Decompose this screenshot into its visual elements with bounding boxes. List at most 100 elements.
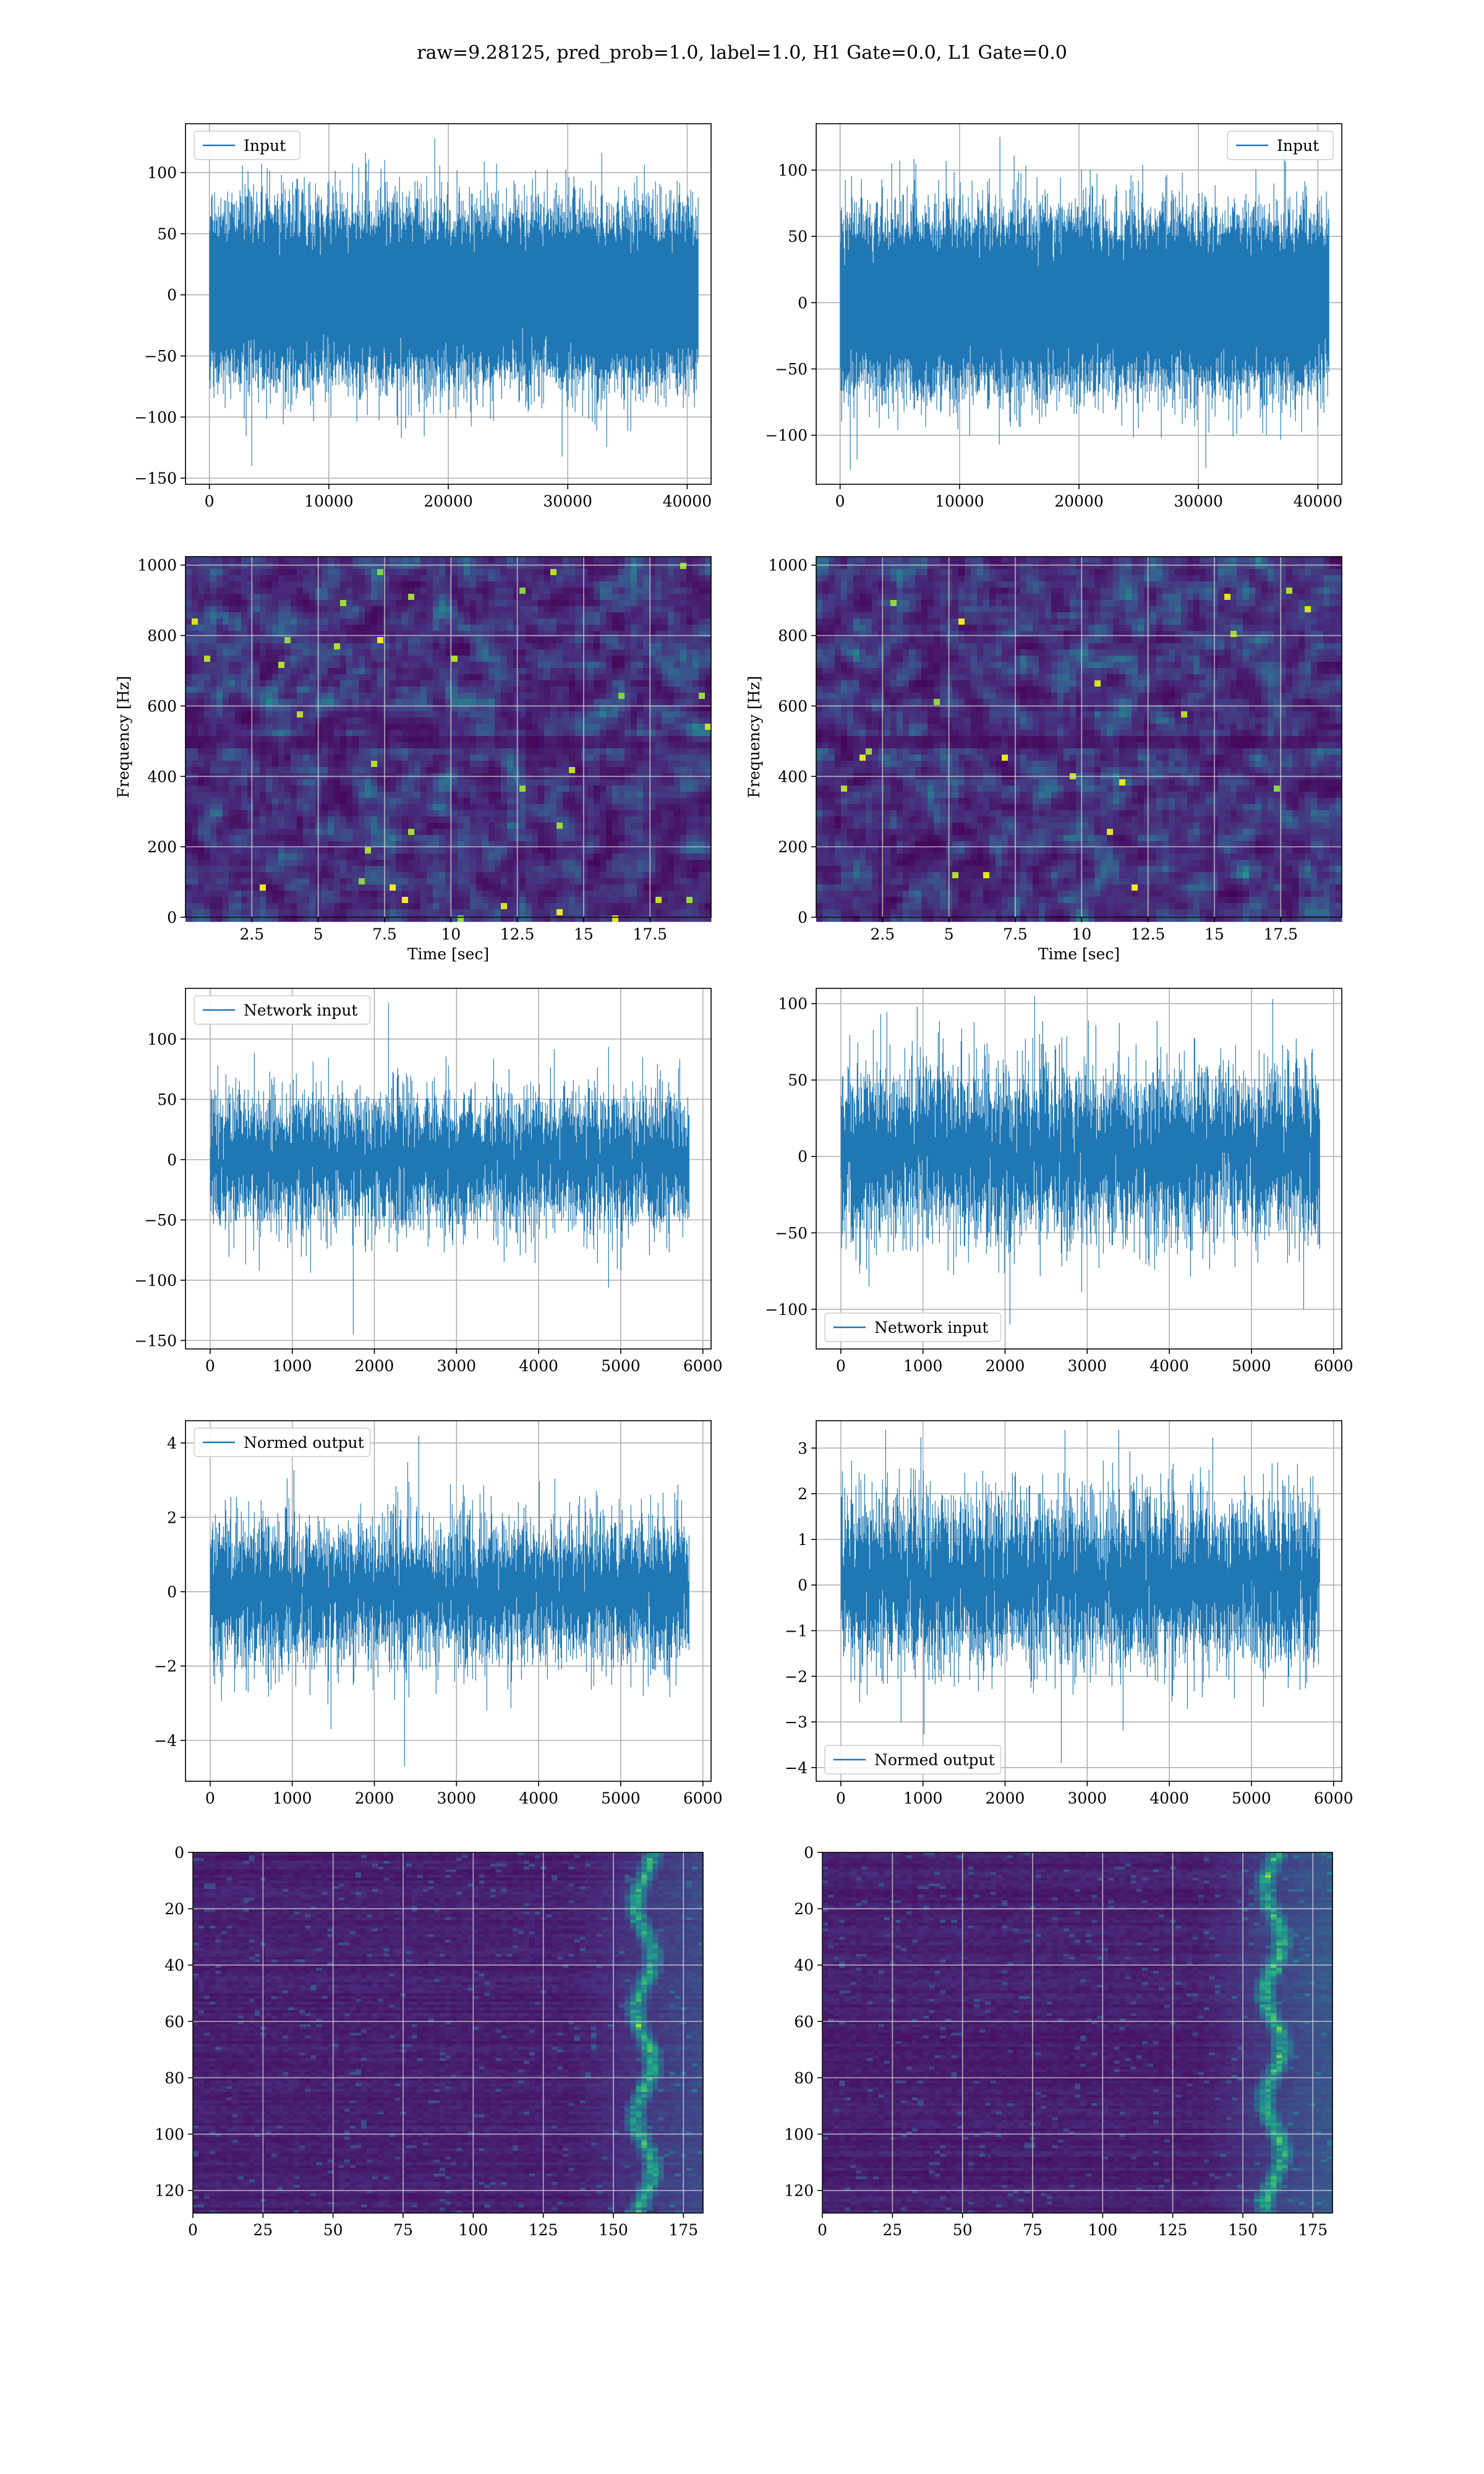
spectrogram-cell xyxy=(649,767,656,774)
spectrogram-cell xyxy=(563,761,569,768)
spectrogram-cell xyxy=(526,847,532,854)
spectrogram-cell xyxy=(631,730,638,737)
spectrogram-cell xyxy=(198,724,205,730)
spectrogram-cell xyxy=(408,798,415,805)
spectrogram-cell xyxy=(569,798,576,805)
spectrogram-cell xyxy=(482,872,489,879)
spectrogram-cell xyxy=(334,724,341,730)
spectrogram-cell xyxy=(600,785,607,792)
spectrogram-cell xyxy=(476,687,483,693)
spectrogram-cell xyxy=(612,656,619,662)
spectrogram-cell xyxy=(291,563,297,570)
spectrogram-cell xyxy=(488,785,495,792)
spectrogram-cell xyxy=(291,575,297,582)
spectrogram-cell xyxy=(637,600,644,607)
spectrogram-cell xyxy=(278,612,285,619)
spectrogram-cell xyxy=(556,779,563,786)
spectrogram-cell xyxy=(223,761,229,768)
spectrogram-cell xyxy=(482,755,489,761)
spectrogram-cell xyxy=(396,903,403,910)
spectrogram-cell xyxy=(427,618,433,625)
spectrogram-cell xyxy=(247,563,254,570)
spectrogram-cell xyxy=(662,860,668,867)
spectrogram-cell xyxy=(408,866,415,873)
spectrogram-cell xyxy=(241,860,248,867)
spectrogram-cell xyxy=(359,730,365,737)
spectrogram-cell xyxy=(556,594,563,601)
spectrogram-cell xyxy=(272,693,279,700)
spectrogram-cell xyxy=(625,606,631,613)
spectrogram-cell xyxy=(600,909,607,916)
spectrogram-cell xyxy=(445,823,452,829)
spectrogram-cell xyxy=(513,798,520,805)
spectrogram-cell xyxy=(284,884,291,891)
spectrogram-cell xyxy=(241,705,248,712)
spectrogram-cell xyxy=(433,823,440,829)
spectrogram-cell xyxy=(569,581,576,588)
spectrogram-cell xyxy=(198,823,205,829)
spectrogram-cell xyxy=(377,668,384,675)
spectrogram-cell xyxy=(556,563,563,570)
spectrogram-cell xyxy=(291,668,297,675)
spectrogram-cell xyxy=(266,569,273,576)
spectrogram-cell xyxy=(501,612,508,619)
spectrogram-cell xyxy=(291,569,297,576)
spectrogram-cell xyxy=(186,816,192,823)
spectrogram-cell xyxy=(612,804,619,811)
spectrogram-cell xyxy=(216,668,223,675)
spectrogram-cell xyxy=(284,625,291,631)
spectrogram-cell xyxy=(260,680,267,687)
spectrogram-cell xyxy=(352,724,359,730)
spectrogram-cell xyxy=(612,693,619,700)
spectrogram-cell xyxy=(693,674,699,681)
spectrogram-cell xyxy=(637,705,644,712)
spectrogram-cell xyxy=(322,612,328,619)
spectrogram-cell xyxy=(581,730,588,737)
spectrogram-cell xyxy=(470,581,477,588)
spectrogram-cell xyxy=(649,581,656,588)
spectrogram-cell xyxy=(439,823,446,829)
spectrogram-cell xyxy=(445,748,452,755)
spectrogram-cell xyxy=(637,884,644,891)
spectrogram-cell xyxy=(247,829,254,836)
spectrogram-cell xyxy=(668,699,675,706)
spectrogram-cell xyxy=(637,588,644,594)
spectrogram-cell xyxy=(526,705,532,712)
spectrogram-cell xyxy=(210,755,217,761)
spectrogram-cell xyxy=(371,699,378,706)
spectrogram-cell xyxy=(643,594,650,601)
spectrogram-cell xyxy=(513,823,520,829)
spectrogram-cell xyxy=(488,711,495,718)
spectrogram-cell xyxy=(556,823,563,829)
spectrogram-cell xyxy=(241,897,248,904)
spectrogram-cell xyxy=(328,792,335,798)
spectrogram-cell xyxy=(507,563,514,570)
spectrogram-cell xyxy=(192,705,198,712)
spectrogram-cell xyxy=(420,588,427,594)
spectrogram-cell xyxy=(569,755,576,761)
spectrogram-cell xyxy=(192,656,198,662)
spectrogram-cell xyxy=(581,736,588,743)
spectrogram-cell xyxy=(668,637,675,644)
spectrogram-cell xyxy=(458,736,464,743)
spectrogram-cell xyxy=(216,643,223,650)
spectrogram-cell xyxy=(204,884,211,891)
spectrogram-cell xyxy=(625,693,631,700)
spectrogram-cell xyxy=(674,575,681,582)
spectrogram-cell xyxy=(631,878,638,885)
spectrogram-cell xyxy=(538,662,545,669)
spectrogram-cell xyxy=(427,841,433,848)
spectrogram-cell xyxy=(513,612,520,619)
spectrogram-cell xyxy=(526,761,532,768)
spectrogram-cell xyxy=(371,693,378,700)
spectrogram-cell xyxy=(204,569,211,576)
spectrogram-cell xyxy=(334,903,341,910)
spectrogram-cell xyxy=(464,829,471,836)
spectrogram-cell xyxy=(618,625,625,631)
spectrogram-cell xyxy=(297,705,304,712)
spectrogram-cell xyxy=(352,680,359,687)
spectrogram-cell xyxy=(427,798,433,805)
spectrogram-cell xyxy=(668,711,675,718)
spectrogram-cell xyxy=(260,841,267,848)
spectrogram-cell xyxy=(464,891,471,897)
